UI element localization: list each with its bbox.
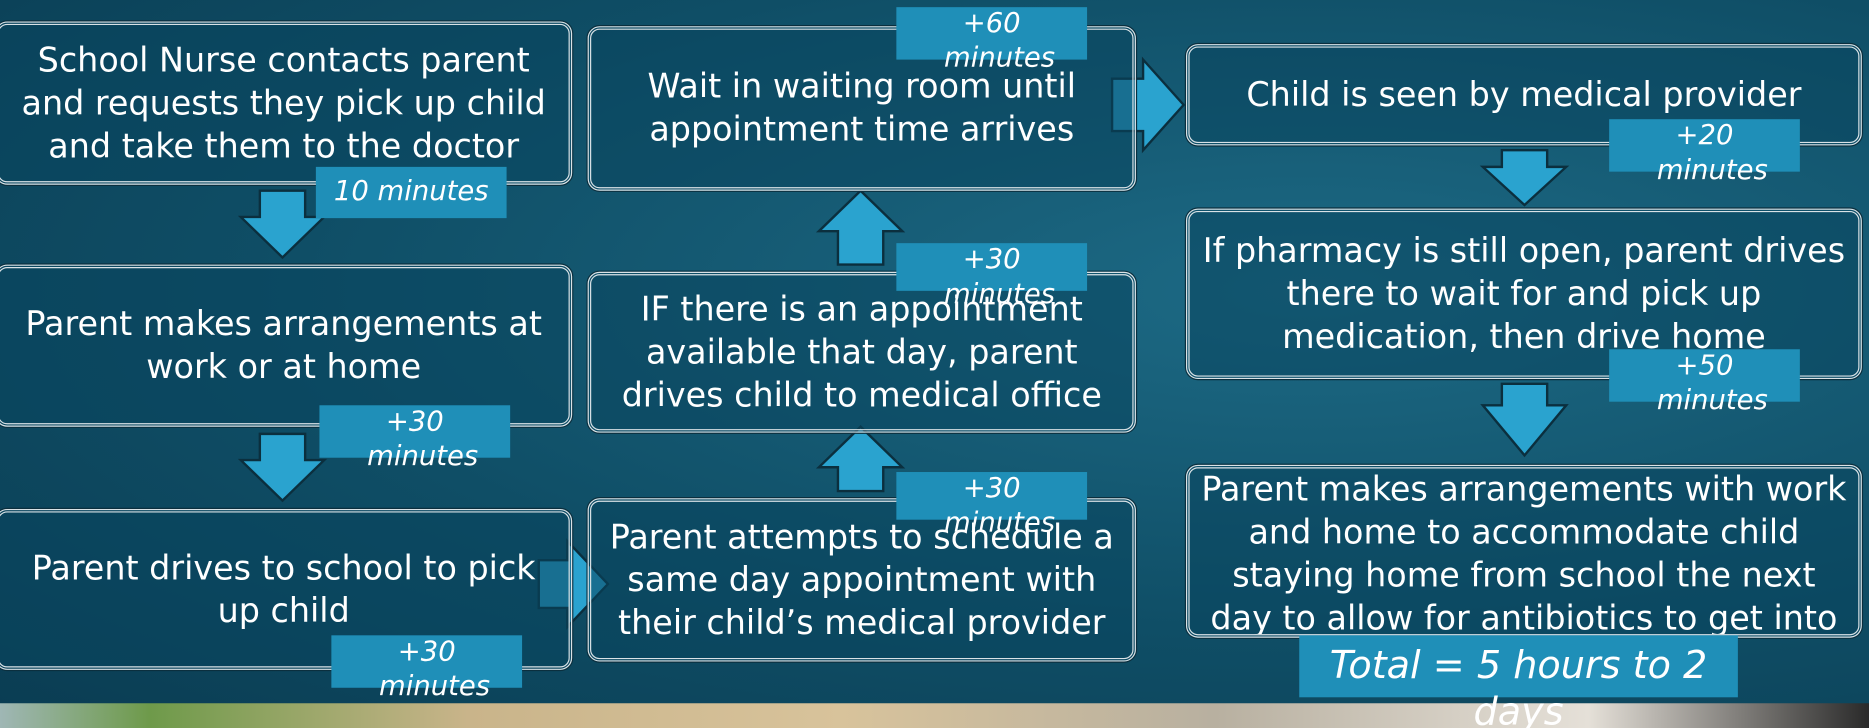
- down-arrow: [241, 434, 324, 501]
- down-arrow: [1483, 384, 1566, 456]
- duration-label: +60 minutes: [896, 7, 1087, 59]
- duration-label: +30 minutes: [896, 472, 1087, 520]
- slide-content: School Nurse contacts parent and request…: [0, 0, 1869, 728]
- up-arrow: [819, 427, 902, 491]
- step-box: Parent makes arrangements with work and …: [1186, 465, 1862, 638]
- down-arrow: [1483, 150, 1566, 205]
- duration-label: +30 minutes: [896, 243, 1087, 291]
- duration-label: +30 minutes: [319, 405, 510, 457]
- slide: School Nurse contacts parent and request…: [0, 0, 1869, 728]
- down-arrow: [241, 191, 324, 258]
- duration-label: +30 minutes: [331, 635, 522, 687]
- step-box: Parent makes arrangements at work or at …: [0, 265, 572, 427]
- duration-label: +20 minutes: [1609, 119, 1800, 171]
- duration-label: +50 minutes: [1609, 349, 1800, 401]
- total-label: Total = 5 hours to 2 days: [1299, 635, 1738, 697]
- step-box: School Nurse contacts parent and request…: [0, 21, 572, 184]
- up-arrow: [819, 191, 902, 265]
- duration-label: 10 minutes: [316, 167, 507, 218]
